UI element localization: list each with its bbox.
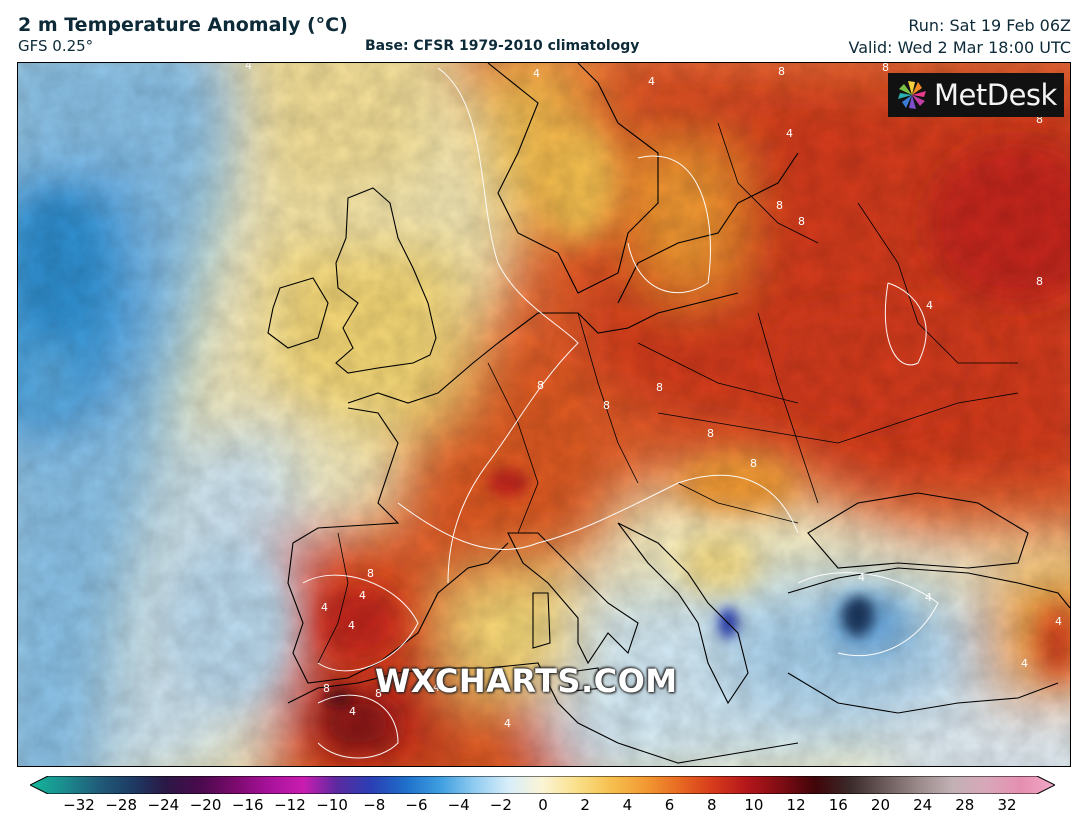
contour-label: 4: [858, 571, 865, 584]
contour-label: 8: [750, 457, 757, 470]
colorbar-tick-label: 24: [913, 796, 933, 814]
contour-lines: [302, 67, 939, 759]
colorbar-tick-label: −2: [489, 796, 512, 814]
colorbar-tick-label: −12: [274, 796, 306, 814]
metdesk-logo: MetDesk: [888, 73, 1064, 117]
contour-label: 4: [349, 705, 356, 718]
colorbar-tick-label: −8: [363, 796, 386, 814]
colorbar-gradient: [30, 776, 1055, 794]
colorbar-tick-label: −24: [147, 796, 180, 814]
colorbar-ticks: −32 −28 −24 −20 −16 −12 −10 −8 −6 −4 −2 0 2 4 6 8 10 12 16…: [0, 796, 1088, 820]
colorbar-tick-label: −16: [231, 796, 264, 814]
valid-time-label: Valid: Wed 2 Mar 18:00 UTC: [848, 38, 1071, 57]
run-time-label: Run: Sat 19 Feb 06Z: [908, 16, 1071, 35]
contour-label: 4: [359, 589, 366, 602]
contour-label: 4: [648, 75, 655, 88]
colorbar-tick-label: −28: [105, 796, 137, 814]
contour-label: 8: [882, 63, 889, 74]
contour-label: 4: [433, 681, 440, 694]
colorbar-tick-label: −10: [316, 796, 348, 814]
contour-label: 4: [925, 591, 932, 604]
colorbar-tick-label: 0: [538, 796, 548, 814]
contour-label: 4: [786, 127, 793, 140]
contour-label: 8: [798, 215, 805, 228]
contour-label: 8: [778, 65, 785, 78]
colorbar-tick-label: 16: [828, 796, 848, 814]
colorbar-tick-label: 32: [997, 796, 1017, 814]
colorbar-tick-label: −32: [63, 796, 95, 814]
contour-label: 4: [321, 601, 328, 614]
colorbar-tick-label: 12: [786, 796, 806, 814]
colorbar-tick-label: 8: [706, 796, 717, 814]
coastlines: [267, 63, 1070, 764]
colorbar: [30, 776, 1055, 794]
contour-label: 8: [1036, 113, 1043, 126]
country-borders: [317, 122, 1019, 664]
contour-label: 4: [533, 67, 540, 80]
colorbar-tick-label: −20: [189, 796, 222, 814]
chart-title: 2 m Temperature Anomaly (°C): [18, 14, 348, 36]
contour-label: 8: [1036, 275, 1043, 288]
contour-label: 8: [323, 682, 330, 695]
contour-label: 8: [537, 379, 544, 392]
pinwheel-icon: [898, 81, 926, 109]
colorbar-tick-label: 10: [744, 796, 764, 814]
contour-label: 4: [1055, 615, 1062, 628]
contour-label: 8: [603, 399, 610, 412]
model-label: GFS 0.25°: [18, 37, 94, 55]
climatology-base-label: Base: CFSR 1979-2010 climatology: [365, 38, 640, 54]
colorbar-tick-label: 20: [870, 796, 890, 814]
contour-label: 4: [348, 619, 355, 632]
contour-label: 8: [656, 381, 663, 394]
colorbar-tick-label: 2: [580, 796, 590, 814]
colorbar-tick-label: −4: [447, 796, 470, 814]
colorbar-tick-label: 4: [622, 796, 633, 814]
colorbar-tick-label: 28: [955, 796, 975, 814]
contour-label: 8: [707, 427, 714, 440]
contour-label: 8: [367, 567, 374, 580]
contour-label: 8: [375, 687, 382, 700]
colorbar-tick-label: −6: [405, 796, 428, 814]
watermark: WXCHARTS.COM: [375, 662, 678, 700]
contour-label: 8: [776, 199, 783, 212]
contour-label: 4: [926, 299, 933, 312]
colorbar-tick-label: 6: [664, 796, 675, 814]
logo-text: MetDesk: [934, 78, 1057, 112]
contour-label: 4: [1021, 657, 1028, 670]
contour-label: 4: [504, 717, 511, 730]
contour-label: 4: [245, 63, 252, 72]
noise-texture: [18, 63, 1070, 766]
